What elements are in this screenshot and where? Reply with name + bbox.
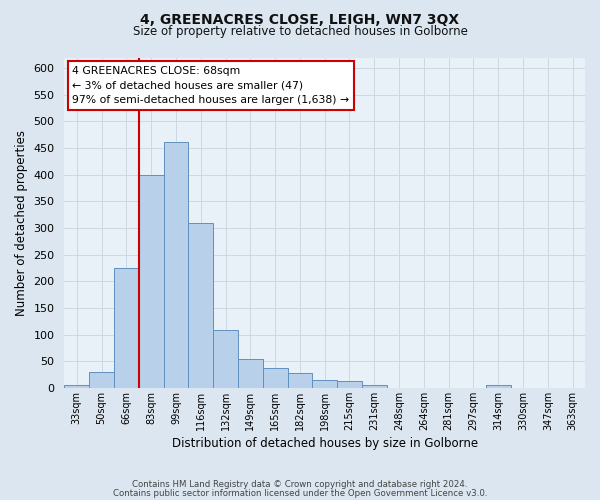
Text: Contains public sector information licensed under the Open Government Licence v3: Contains public sector information licen… xyxy=(113,490,487,498)
Bar xyxy=(238,359,263,388)
Text: Size of property relative to detached houses in Golborne: Size of property relative to detached ho… xyxy=(133,25,467,38)
Text: 4, GREENACRES CLOSE, LEIGH, WN7 3QX: 4, GREENACRES CLOSE, LEIGH, WN7 3QX xyxy=(140,12,460,26)
Bar xyxy=(213,330,238,388)
Text: Contains HM Land Registry data © Crown copyright and database right 2024.: Contains HM Land Registry data © Crown c… xyxy=(132,480,468,489)
Bar xyxy=(64,385,89,388)
Bar xyxy=(362,384,386,388)
Bar xyxy=(164,142,188,388)
Bar xyxy=(313,380,337,388)
Bar xyxy=(139,174,164,388)
Bar xyxy=(287,373,313,388)
Bar xyxy=(486,385,511,388)
Bar xyxy=(337,381,362,388)
Bar xyxy=(89,372,114,388)
Bar xyxy=(263,368,287,388)
X-axis label: Distribution of detached houses by size in Golborne: Distribution of detached houses by size … xyxy=(172,437,478,450)
Y-axis label: Number of detached properties: Number of detached properties xyxy=(15,130,28,316)
Bar xyxy=(188,222,213,388)
Text: 4 GREENACRES CLOSE: 68sqm
← 3% of detached houses are smaller (47)
97% of semi-d: 4 GREENACRES CLOSE: 68sqm ← 3% of detach… xyxy=(72,66,349,106)
Bar xyxy=(114,268,139,388)
